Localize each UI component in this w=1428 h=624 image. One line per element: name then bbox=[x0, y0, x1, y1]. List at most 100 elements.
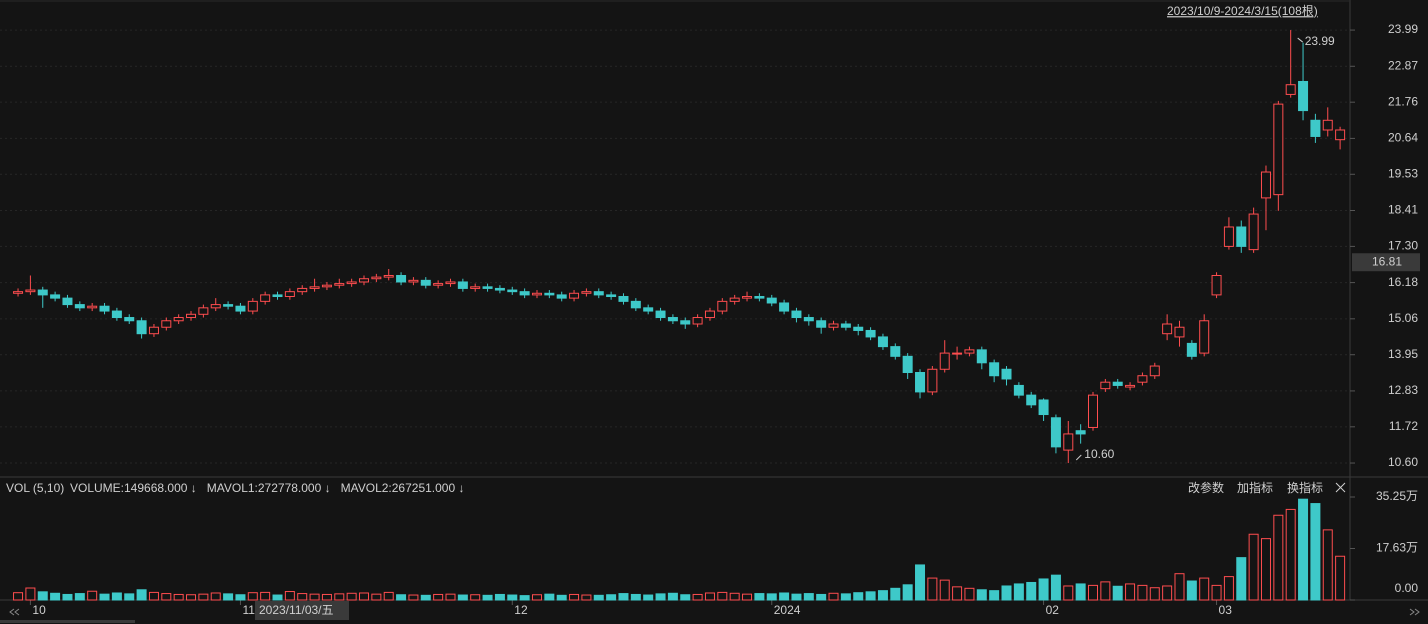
candle-body bbox=[494, 287, 505, 291]
candle-body bbox=[408, 279, 419, 283]
button[interactable]: 改参数 bbox=[1188, 480, 1224, 495]
volume-bar bbox=[111, 592, 122, 601]
volume-bar bbox=[383, 591, 394, 601]
volume-bar bbox=[1322, 529, 1333, 601]
volume-bar bbox=[643, 594, 654, 601]
candle-body bbox=[173, 317, 184, 322]
crosshair-date-box bbox=[255, 601, 349, 620]
candle-body bbox=[346, 281, 357, 285]
candle-body bbox=[1236, 226, 1247, 247]
candle-body bbox=[1298, 80, 1309, 112]
scroll-left[interactable] bbox=[9, 608, 20, 616]
volume-bar bbox=[1186, 580, 1197, 601]
volume-bar bbox=[779, 592, 790, 601]
volume-bar bbox=[877, 590, 888, 601]
candle-body bbox=[1174, 326, 1185, 338]
volume-bar bbox=[371, 593, 382, 601]
candle-body bbox=[25, 289, 36, 293]
candle-body bbox=[927, 368, 938, 393]
candle-body bbox=[161, 320, 172, 328]
candle-body bbox=[87, 305, 98, 309]
volume-bar bbox=[667, 592, 678, 601]
candle-body bbox=[816, 320, 827, 328]
volume-bar bbox=[1310, 503, 1321, 601]
candle-body bbox=[754, 296, 765, 299]
scroll-right[interactable] bbox=[1409, 608, 1420, 616]
candle-body bbox=[359, 278, 370, 283]
candle-body bbox=[1285, 84, 1296, 95]
volume-bar bbox=[754, 593, 765, 601]
x-tick-label: 03 bbox=[1219, 603, 1233, 617]
volume-bar bbox=[148, 591, 159, 601]
candle-body bbox=[1125, 384, 1136, 388]
candle-body bbox=[877, 336, 888, 348]
candle-body bbox=[766, 297, 777, 304]
candle-body bbox=[223, 304, 234, 307]
readout: VOLUME:149668.000 ↓ bbox=[70, 481, 197, 495]
candle-body bbox=[186, 313, 197, 319]
button[interactable]: 加指标 bbox=[1237, 480, 1273, 495]
volume-bar bbox=[581, 594, 592, 601]
volume-bar bbox=[1001, 585, 1012, 601]
button[interactable]: 换指标 bbox=[1287, 480, 1323, 495]
y-tick-label: 35.25万 bbox=[1376, 489, 1418, 503]
y-tick-label: 11.72 bbox=[1389, 419, 1418, 433]
volume-bar bbox=[321, 593, 332, 601]
volume-bar bbox=[260, 591, 271, 601]
volume-bar bbox=[198, 593, 209, 601]
volume-bar bbox=[1013, 583, 1024, 601]
annotation-pointer bbox=[1075, 454, 1082, 461]
volume-bar bbox=[223, 593, 234, 601]
range-label[interactable]: 2023/10/9-2024/3/15(108根) bbox=[1167, 4, 1318, 18]
y-tick-label: 22.87 bbox=[1388, 58, 1418, 72]
candle-body bbox=[260, 294, 271, 302]
readout: MAVOL1:272778.000 ↓ bbox=[207, 481, 331, 495]
candle-body bbox=[1211, 274, 1222, 296]
volume-bar bbox=[1038, 578, 1049, 601]
candle-body bbox=[210, 304, 221, 309]
y-tick-label: 13.95 bbox=[1388, 347, 1418, 361]
scrollbar[interactable] bbox=[0, 620, 135, 623]
candle-body bbox=[519, 291, 530, 296]
close-icon[interactable] bbox=[1335, 482, 1346, 493]
volume-bar bbox=[742, 593, 753, 601]
volume-bar bbox=[1248, 533, 1259, 601]
volume-bar bbox=[507, 594, 518, 601]
candle-body bbox=[976, 349, 987, 364]
volume-bar bbox=[1149, 587, 1160, 601]
candle-body bbox=[1273, 103, 1284, 196]
candle-body bbox=[556, 294, 567, 299]
volume-bar bbox=[531, 594, 542, 601]
y-tick-label: 17.30 bbox=[1388, 239, 1418, 253]
candle-body bbox=[1335, 129, 1346, 141]
candle-body bbox=[1013, 384, 1024, 396]
candle-body bbox=[124, 317, 135, 322]
volume-bar bbox=[519, 595, 530, 601]
candle-body bbox=[433, 283, 444, 286]
candle-body bbox=[482, 286, 493, 289]
candle-body bbox=[853, 326, 864, 331]
volume-bar bbox=[828, 592, 839, 601]
candle-body bbox=[272, 294, 283, 298]
volume-bar bbox=[952, 586, 963, 601]
volume-bar bbox=[346, 592, 357, 601]
candle-body bbox=[420, 279, 431, 286]
candle-body bbox=[198, 307, 209, 315]
crosshair-price: 16.81 bbox=[1372, 254, 1402, 268]
volume-bar bbox=[359, 592, 370, 601]
candle-body bbox=[717, 300, 728, 312]
candle-body bbox=[569, 292, 580, 299]
volume-bar bbox=[692, 593, 703, 601]
volume-bar bbox=[136, 589, 147, 601]
candle-body bbox=[1223, 226, 1234, 247]
candle-body bbox=[964, 349, 975, 354]
volume-bar bbox=[1063, 585, 1074, 601]
candle-body bbox=[1001, 368, 1012, 380]
candle-body bbox=[1137, 375, 1148, 383]
volume-bar bbox=[396, 594, 407, 601]
candle-body bbox=[1322, 119, 1333, 131]
volume-bar bbox=[1026, 581, 1037, 601]
volume-bar bbox=[556, 594, 567, 601]
y-tick-label: 15.06 bbox=[1388, 311, 1418, 325]
